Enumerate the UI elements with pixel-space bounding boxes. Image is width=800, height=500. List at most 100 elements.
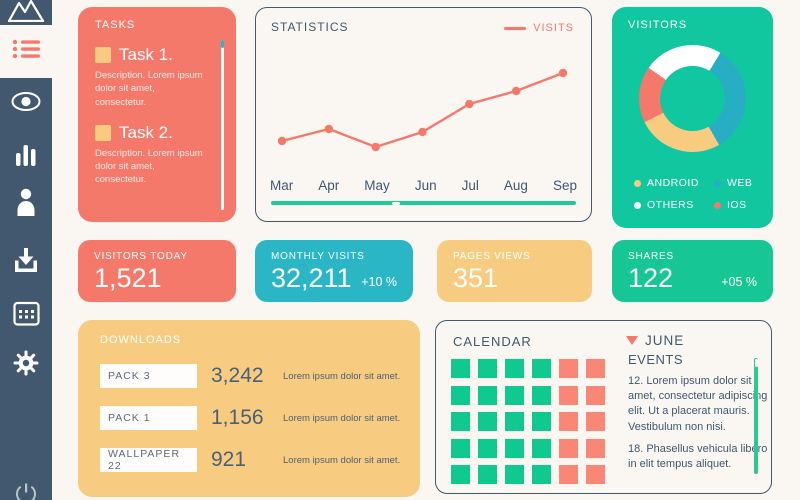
sidebar-item-downloads[interactable] [0, 246, 52, 278]
calendar-day[interactable] [532, 359, 551, 378]
chart-scrollbar-thumb[interactable] [392, 201, 400, 205]
tasks-panel: TASKS Task 1. Description. Lorem ipsum d… [78, 7, 236, 222]
sidebar-item-calendar[interactable] [0, 300, 52, 332]
legend-label: VISITS [533, 22, 574, 34]
task-title: Task 1. [119, 45, 173, 64]
legend-item-ios: IOS [714, 199, 752, 211]
list-icon [12, 38, 40, 65]
data-point[interactable] [371, 142, 380, 152]
legend-line-swatch [504, 26, 527, 30]
calendar-day[interactable] [478, 465, 497, 484]
visitors-donut-chart [639, 45, 746, 152]
calendar-day[interactable] [451, 438, 470, 458]
calendar-day[interactable] [451, 412, 470, 431]
sidebar-item-profile[interactable] [0, 186, 52, 222]
card-delta: +05 % [721, 275, 757, 289]
month-tick-label: Mar [270, 178, 294, 193]
calendar-day[interactable] [586, 438, 605, 458]
month-tick-label: May [364, 178, 390, 193]
legend-label: OTHERS [647, 199, 694, 211]
visits-line-chart [277, 68, 568, 152]
mountain-icon [6, 0, 46, 25]
power-icon [13, 480, 39, 500]
legend-item-android: ANDROID [634, 177, 714, 189]
sidebar-item-logo[interactable] [0, 0, 52, 25]
data-point[interactable] [277, 136, 287, 146]
sidebar-item-stats[interactable] [0, 139, 52, 173]
tasks-scrollbar-thumb[interactable] [221, 40, 224, 48]
month-tick-label: Sep [552, 178, 577, 193]
calendar-day[interactable] [505, 465, 524, 484]
tasks-scrollbar[interactable] [221, 40, 224, 210]
data-point[interactable] [465, 99, 474, 109]
calendar-day[interactable] [478, 359, 497, 378]
events-section: EVENTS 12. Lorem ipsum dolor sit amet, c… [628, 352, 783, 472]
tasks-title: TASKS [95, 19, 136, 31]
card-label: VISITORS TODAY [94, 251, 188, 262]
gear-icon [13, 350, 39, 381]
card-value: 351 [453, 263, 499, 293]
calendar-day[interactable] [478, 385, 497, 405]
calendar-day[interactable] [478, 438, 497, 458]
calendar-day[interactable] [505, 385, 524, 405]
calendar-panel: CALENDAR JUNE EVENTS 12. Lorem ipsum dol… [435, 320, 772, 494]
calendar-day[interactable] [559, 359, 578, 378]
calendar-day[interactable] [559, 465, 578, 484]
card-label: SHARES [628, 251, 674, 262]
task-checkbox[interactable] [95, 124, 111, 141]
calendar-day[interactable] [586, 359, 605, 378]
download-row: WALLPAPER 22 921 Lorem ipsum dolor sit a… [100, 448, 420, 472]
task-description: Description. Lorem ipsum dolor sit amet,… [95, 70, 203, 108]
sidebar-item-settings[interactable] [0, 348, 52, 382]
calendar-day[interactable] [586, 385, 605, 405]
card-label: MONTHLY VISITS [271, 251, 365, 262]
calendar-day[interactable] [532, 438, 551, 458]
download-name-button[interactable]: WALLPAPER 22 [100, 448, 197, 472]
month-selector[interactable]: JUNE [626, 333, 684, 348]
download-name-button[interactable]: PACK 3 [100, 364, 197, 388]
calendar-day[interactable] [505, 359, 524, 378]
card-value: 122 [628, 263, 674, 293]
calendar-day[interactable] [478, 412, 497, 431]
legend-item-others: OTHERS [634, 199, 714, 211]
calendar-day[interactable] [451, 465, 470, 484]
download-count: 3,242 [211, 364, 264, 387]
downloads-panel: DOWNLOADS PACK 3 3,242 Lorem ipsum dolor… [78, 320, 420, 497]
calendar-day[interactable] [532, 412, 551, 431]
sidebar-item-tasks[interactable] [0, 25, 52, 78]
task-item: Task 2. Description. Lorem ipsum dolor s… [95, 123, 222, 187]
calendar-day[interactable] [532, 385, 551, 405]
data-point[interactable] [418, 127, 427, 137]
data-point[interactable] [558, 68, 568, 78]
legend-item-web: WEB [714, 177, 752, 189]
events-scrollbar-thumb[interactable] [754, 359, 758, 367]
data-point[interactable] [324, 124, 334, 134]
visits-legend: VISITS [504, 22, 574, 34]
download-name-button[interactable]: PACK 1 [100, 406, 197, 430]
calendar-day[interactable] [505, 412, 524, 431]
task-checkbox[interactable] [95, 47, 111, 63]
month-label: JUNE [645, 333, 685, 348]
web-dot [714, 179, 721, 187]
calendar-day[interactable] [451, 385, 470, 405]
calendar-day[interactable] [451, 359, 470, 378]
android-dot [634, 179, 641, 187]
calendar-day[interactable] [586, 465, 605, 484]
calendar-day[interactable] [505, 438, 524, 458]
calendar-day[interactable] [532, 465, 551, 484]
month-tick-label: Aug [503, 178, 528, 193]
card-value: 1,521 [94, 263, 162, 293]
chart-scrollbar[interactable] [271, 201, 576, 205]
events-scrollbar[interactable] [754, 358, 758, 474]
data-point[interactable] [511, 86, 521, 96]
calendar-day[interactable] [559, 438, 578, 458]
sidebar-item-power[interactable] [0, 478, 52, 500]
visitors-panel: VISITORS ANDROID WEB OTHERS IOS [612, 7, 773, 228]
calendar-day[interactable] [559, 412, 578, 431]
calendar-icon [12, 301, 40, 331]
downloads-title: DOWNLOADS [100, 334, 182, 346]
calendar-day[interactable] [559, 385, 578, 405]
calendar-day[interactable] [586, 412, 605, 431]
sidebar-item-view[interactable] [0, 88, 52, 120]
